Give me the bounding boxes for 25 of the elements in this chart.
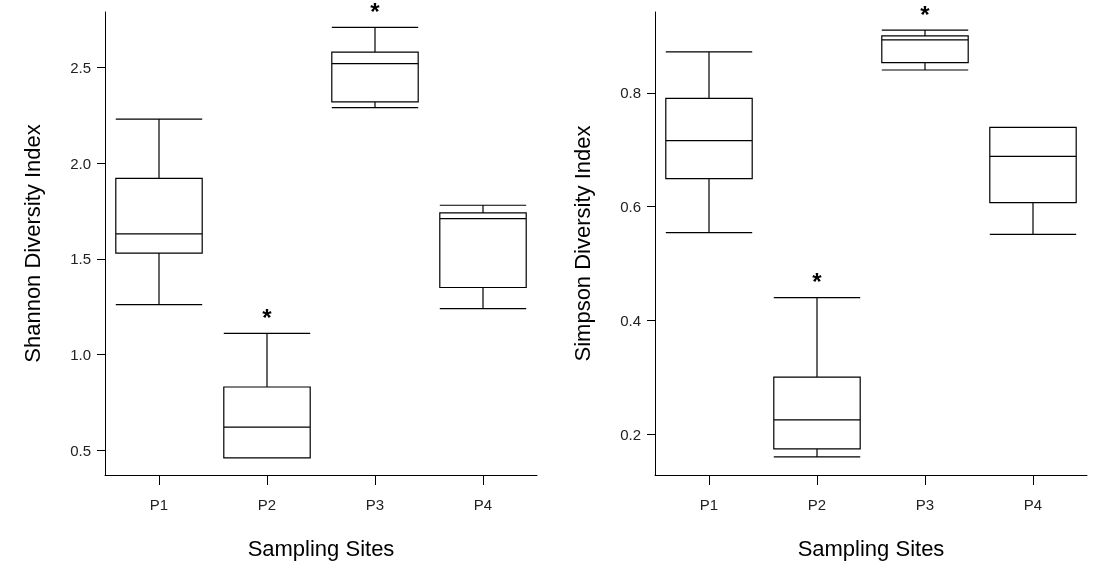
y-tick-label: 0.8 — [620, 84, 641, 102]
annotation: * — [370, 0, 381, 25]
x-tick-label: P4 — [1023, 496, 1043, 513]
y-tick-label: 1.0 — [70, 345, 91, 363]
x-tick-label: P3 — [915, 496, 935, 513]
y-axis-title: Shannon Diversity Index — [19, 124, 45, 363]
y-tick-label: 0.4 — [620, 311, 641, 329]
y-tick-label: 2.5 — [70, 58, 91, 76]
annotation: * — [920, 0, 931, 28]
x-tick-label: P3 — [365, 496, 385, 513]
annotation: * — [262, 303, 273, 331]
x-tick-label: P2 — [257, 496, 277, 513]
y-tick-label: 0.6 — [620, 198, 641, 216]
x-axis-title: Sampling Sites — [247, 535, 395, 561]
x-tick-label: P1 — [699, 496, 719, 513]
y-tick-label: 1.5 — [70, 250, 91, 268]
x-axis-title: Sampling Sites — [797, 535, 945, 561]
y-tick-label: 0.5 — [70, 441, 91, 459]
x-tick-label: P4 — [473, 496, 493, 513]
annotation: * — [812, 268, 823, 296]
y-axis-title: Simpson Diversity Index — [569, 125, 595, 362]
x-tick-label: P1 — [149, 496, 169, 513]
y-tick-label: 0.2 — [620, 425, 641, 443]
x-tick-label: P2 — [807, 496, 827, 513]
y-tick-label: 2.0 — [70, 154, 91, 172]
